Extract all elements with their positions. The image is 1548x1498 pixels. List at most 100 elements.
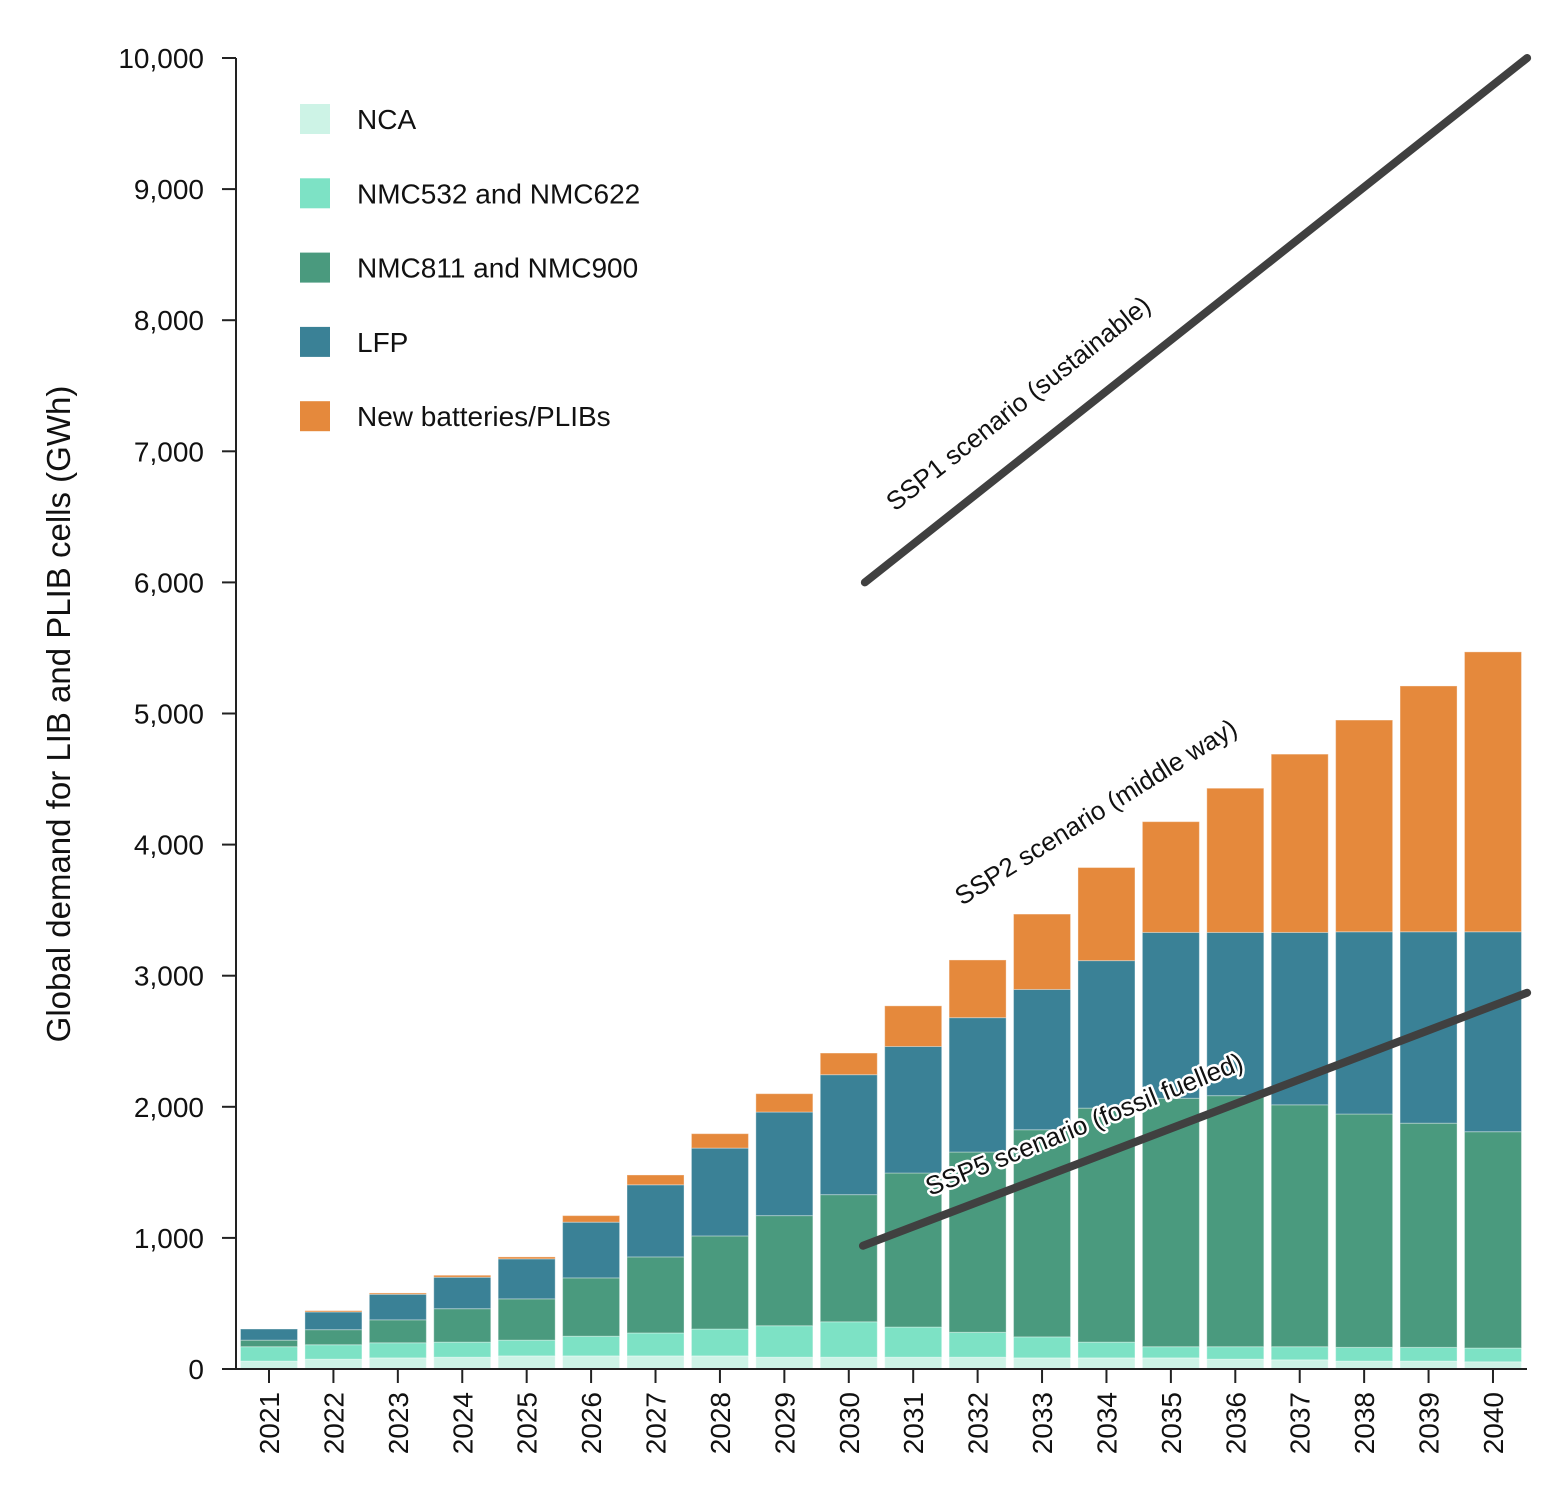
bar-2035-new-batteries-plibs bbox=[1141, 821, 1200, 933]
legend-label: NCA bbox=[357, 104, 416, 135]
x-tick-label: 2025 bbox=[512, 1392, 543, 1454]
bar-2021-nmc811-and-nmc900 bbox=[240, 1339, 298, 1348]
bar-2022-nmc532-and-nmc622 bbox=[304, 1344, 363, 1360]
legend-label: NMC532 and NMC622 bbox=[357, 178, 640, 209]
bar-2026-lfp bbox=[562, 1221, 621, 1279]
ssp1-label: SSP1 scenario (sustainable) bbox=[880, 290, 1156, 517]
bar-2025-nmc532-and-nmc622 bbox=[497, 1339, 556, 1357]
bar-2023-lfp bbox=[368, 1293, 427, 1321]
bar-2030-nmc811-and-nmc900 bbox=[819, 1194, 878, 1323]
x-tick-label: 2034 bbox=[1091, 1392, 1122, 1454]
bar-2024-lfp bbox=[433, 1276, 492, 1310]
ssp5-line bbox=[858, 988, 1532, 1250]
bar-2030-nca bbox=[819, 1356, 878, 1370]
bar-2023-nca bbox=[368, 1357, 427, 1370]
bar-2024-nmc532-and-nmc622 bbox=[433, 1341, 492, 1358]
bar-2034-nmc532-and-nmc622 bbox=[1077, 1341, 1136, 1359]
bar-2032-new-batteries-plibs bbox=[948, 959, 1007, 1019]
y-tick-label: 5,000 bbox=[134, 699, 204, 730]
bar-2029-new-batteries-plibs bbox=[755, 1093, 814, 1113]
bar-2021-nca bbox=[240, 1360, 298, 1370]
bar-2033-nca bbox=[1013, 1357, 1072, 1370]
bar-2036-nmc811-and-nmc900 bbox=[1206, 1095, 1265, 1348]
bar-2032-lfp bbox=[948, 1017, 1007, 1153]
bar-2024-nca bbox=[433, 1356, 492, 1370]
bar-2022-nmc811-and-nmc900 bbox=[304, 1329, 363, 1346]
bar-2038-lfp bbox=[1335, 931, 1394, 1115]
bar-2023-nmc532-and-nmc622 bbox=[368, 1342, 427, 1359]
y-tick-label: 7,000 bbox=[134, 436, 204, 467]
bar-2036-lfp bbox=[1206, 931, 1265, 1097]
x-tick-label: 2032 bbox=[963, 1392, 994, 1454]
bar-2039-new-batteries-plibs bbox=[1399, 685, 1458, 933]
bar-2025-new-batteries-plibs bbox=[497, 1256, 556, 1260]
x-tick-label: 2036 bbox=[1220, 1392, 1251, 1454]
bar-2023-nmc811-and-nmc900 bbox=[368, 1319, 427, 1344]
bar-2024-new-batteries-plibs bbox=[433, 1274, 492, 1278]
bar-2028-nmc811-and-nmc900 bbox=[690, 1235, 749, 1330]
bar-2026-nmc532-and-nmc622 bbox=[562, 1335, 621, 1357]
bar-2028-nca bbox=[690, 1355, 749, 1370]
bar-2035-lfp bbox=[1141, 931, 1200, 1099]
ssp1-line bbox=[860, 54, 1532, 587]
y-tick-label: 0 bbox=[188, 1354, 204, 1385]
bar-2022-nca bbox=[304, 1358, 363, 1370]
bar-2037-new-batteries-plibs bbox=[1270, 753, 1329, 933]
bar-2040-nca bbox=[1463, 1361, 1522, 1370]
bar-2031-new-batteries-plibs bbox=[884, 1005, 943, 1047]
y-tick-label: 2,000 bbox=[134, 1092, 204, 1123]
bar-2030-nmc532-and-nmc622 bbox=[819, 1321, 878, 1358]
bar-2031-nca bbox=[884, 1356, 943, 1370]
y-tick-label: 9,000 bbox=[134, 174, 204, 205]
x-tick-label: 2035 bbox=[1156, 1392, 1187, 1454]
legend-label: LFP bbox=[357, 327, 408, 358]
bar-2028-new-batteries-plibs bbox=[690, 1133, 749, 1149]
bar-2022-lfp bbox=[304, 1311, 363, 1331]
y-tick-label: 8,000 bbox=[134, 305, 204, 336]
y-axis-label: Global demand for LIB and PLIB cells (GW… bbox=[40, 386, 77, 1043]
legend-label: New batteries/PLIBs bbox=[357, 401, 611, 432]
bar-2036-nca bbox=[1206, 1358, 1265, 1370]
bar-2021-nmc532-and-nmc622 bbox=[240, 1346, 298, 1362]
bar-2040-nmc811-and-nmc900 bbox=[1463, 1131, 1522, 1349]
x-tick-label: 2030 bbox=[834, 1392, 865, 1454]
legend-swatch bbox=[300, 178, 330, 209]
bar-2032-nmc811-and-nmc900 bbox=[948, 1151, 1007, 1333]
bar-2029-nmc532-and-nmc622 bbox=[755, 1325, 814, 1358]
bar-2038-new-batteries-plibs bbox=[1335, 719, 1394, 933]
bar-2025-nca bbox=[497, 1355, 556, 1370]
bar-2040-nmc532-and-nmc622 bbox=[1463, 1347, 1522, 1363]
x-tick-label: 2021 bbox=[254, 1392, 285, 1454]
bar-2039-nmc811-and-nmc900 bbox=[1399, 1122, 1458, 1348]
bar-2034-lfp bbox=[1077, 960, 1136, 1109]
bar-2032-nmc532-and-nmc622 bbox=[948, 1331, 1007, 1358]
bar-2028-nmc532-and-nmc622 bbox=[690, 1328, 749, 1357]
bar-2028-lfp bbox=[690, 1147, 749, 1237]
x-tick-label: 2039 bbox=[1414, 1392, 1445, 1454]
bar-2021-lfp bbox=[240, 1328, 298, 1341]
legend-swatch bbox=[300, 401, 330, 432]
bar-2038-nmc811-and-nmc900 bbox=[1335, 1113, 1394, 1348]
x-tick-label: 2031 bbox=[898, 1392, 929, 1454]
bar-2030-new-batteries-plibs bbox=[819, 1052, 878, 1076]
legend-swatch bbox=[300, 252, 330, 283]
x-tick-label: 2024 bbox=[447, 1392, 478, 1454]
bar-2027-nmc532-and-nmc622 bbox=[626, 1332, 685, 1357]
bar-2029-lfp bbox=[755, 1111, 814, 1217]
bar-2038-nmc532-and-nmc622 bbox=[1335, 1346, 1394, 1362]
y-tick-label: 3,000 bbox=[134, 961, 204, 992]
y-tick-label: 1,000 bbox=[134, 1223, 204, 1254]
bar-2040-new-batteries-plibs bbox=[1463, 651, 1522, 933]
x-tick-label: 2040 bbox=[1478, 1392, 1509, 1454]
bar-2037-nca bbox=[1270, 1359, 1329, 1370]
bar-2027-nca bbox=[626, 1355, 685, 1370]
legend-swatch bbox=[300, 104, 330, 134]
bar-2029-nmc811-and-nmc900 bbox=[755, 1215, 814, 1327]
bar-2027-nmc811-and-nmc900 bbox=[626, 1256, 685, 1334]
bar-2035-nca bbox=[1141, 1357, 1200, 1370]
bar-2039-nmc532-and-nmc622 bbox=[1399, 1346, 1458, 1362]
bar-2031-nmc532-and-nmc622 bbox=[884, 1326, 943, 1358]
x-tick-label: 2038 bbox=[1349, 1392, 1380, 1454]
bar-2031-lfp bbox=[884, 1045, 943, 1174]
